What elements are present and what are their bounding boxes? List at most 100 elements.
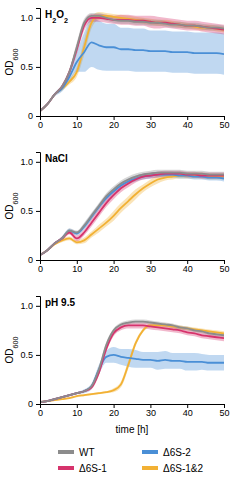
series-line xyxy=(40,322,224,403)
tick: 0.5 xyxy=(20,62,40,72)
tick-label: 50 xyxy=(219,120,229,130)
error-band xyxy=(40,14,224,112)
text-part: H xyxy=(45,9,52,20)
text-part: pH xyxy=(45,297,61,308)
tick-mark xyxy=(36,211,40,212)
legend-swatch xyxy=(58,466,74,470)
tick: 40 xyxy=(183,116,193,130)
tick-label: 30 xyxy=(146,120,156,130)
y-axis-title: OD600 xyxy=(4,49,20,76)
series-line xyxy=(40,173,224,255)
tick-label: 20 xyxy=(109,120,119,130)
tick: 10 xyxy=(72,260,82,274)
panel: 00.51.001020304050OD600H2O2 xyxy=(4,9,230,131)
tick-label: 0.5 xyxy=(20,206,33,216)
text-part: 600 xyxy=(11,337,20,349)
tick-mark xyxy=(36,355,40,356)
tick-mark xyxy=(36,260,40,261)
tick: 0 xyxy=(38,116,43,130)
x-axis: 0 10 20 30 40 50 xyxy=(38,260,230,274)
error-band xyxy=(40,323,224,404)
series-line xyxy=(40,175,224,256)
tick: 1.0 xyxy=(20,13,40,23)
tick: 50 xyxy=(219,260,229,274)
tick: 40 xyxy=(183,260,193,274)
legend-item: WT xyxy=(58,447,95,458)
tick-label: 0 xyxy=(38,120,43,130)
error-band xyxy=(40,320,224,403)
tick-label: 10 xyxy=(72,264,82,274)
tick-mark xyxy=(36,306,40,307)
plot-area xyxy=(40,320,224,403)
tick: 20 xyxy=(109,260,119,274)
tick: 0 xyxy=(38,260,43,274)
tick: 30 xyxy=(146,116,156,130)
tick-label: 0.5 xyxy=(20,62,33,72)
legend-swatch xyxy=(142,450,158,454)
legend-label: WT xyxy=(79,447,95,458)
series-line xyxy=(40,16,224,111)
tick: 1.0 xyxy=(20,301,40,311)
tick: 50 xyxy=(219,116,229,130)
text-part: OD xyxy=(4,205,15,220)
tick-label: 40 xyxy=(183,120,193,130)
text-part: 600 xyxy=(11,49,20,61)
error-band xyxy=(40,172,224,256)
text-part: NaCl xyxy=(45,153,68,164)
tick-mark xyxy=(36,404,40,405)
legend-swatch xyxy=(58,450,74,454)
plot-area xyxy=(40,12,224,112)
tick-label: 0 xyxy=(28,111,33,121)
series-line xyxy=(40,325,224,402)
axis-line xyxy=(36,297,41,405)
error-band xyxy=(40,170,224,256)
tick-mark xyxy=(36,162,40,163)
tick-label: 40 xyxy=(183,264,193,274)
x-axis: 0 10 20 30 40 50 xyxy=(38,404,230,418)
tick: 10 xyxy=(72,116,82,130)
tick: 0 xyxy=(38,404,43,418)
tick-mark xyxy=(36,67,40,68)
tick: 50 xyxy=(219,404,229,418)
y-axis: 00.51.0 xyxy=(20,297,40,410)
tick-label: 20 xyxy=(109,408,119,418)
y-axis-title: OD600 xyxy=(4,337,20,364)
figure: 00.51.001020304050OD600H2O200.51.0010203… xyxy=(0,0,232,500)
error-band xyxy=(40,171,224,256)
panel-title: pH 9.5 xyxy=(45,297,75,308)
panel: 00.51.001020304050OD600pH 9.5time [h]WTΔ… xyxy=(4,297,230,474)
tick: 30 xyxy=(146,260,156,274)
tick-label: 20 xyxy=(109,264,119,274)
y-axis-title: OD600 xyxy=(4,193,20,220)
tick-label: 1.0 xyxy=(20,13,33,23)
legend-label: Δ6S-2 xyxy=(163,447,191,458)
text-part: 600 xyxy=(11,193,20,205)
axis-line xyxy=(41,261,225,265)
error-band xyxy=(40,323,224,403)
tick-label: 1.0 xyxy=(20,301,33,311)
error-band xyxy=(40,13,224,112)
series-line xyxy=(40,325,224,402)
tick: 10 xyxy=(72,404,82,418)
error-band xyxy=(40,12,224,112)
x-axis: 0 10 20 30 40 50 xyxy=(38,116,230,130)
series-line xyxy=(40,176,224,256)
tick-label: 0 xyxy=(28,255,33,265)
tick: 20 xyxy=(109,116,119,130)
series-line xyxy=(40,174,224,255)
text-part: OD xyxy=(4,349,15,364)
tick: 40 xyxy=(183,404,193,418)
tick: 30 xyxy=(146,404,156,418)
tick-label: 10 xyxy=(72,120,82,130)
legend-label: Δ6S-1&2 xyxy=(163,463,203,474)
tick: 20 xyxy=(109,404,119,418)
tick: 0.5 xyxy=(20,206,40,216)
tick-mark xyxy=(36,116,40,117)
panel-title: NaCl xyxy=(45,153,68,164)
text-part: OD xyxy=(4,61,15,76)
legend-label: Δ6S-1 xyxy=(79,463,107,474)
legend: WT Δ6S-1 Δ6S-2 Δ6S-1&2 xyxy=(58,447,203,474)
tick-label: 30 xyxy=(146,408,156,418)
axis-line xyxy=(41,405,225,409)
tick-label: 40 xyxy=(183,408,193,418)
